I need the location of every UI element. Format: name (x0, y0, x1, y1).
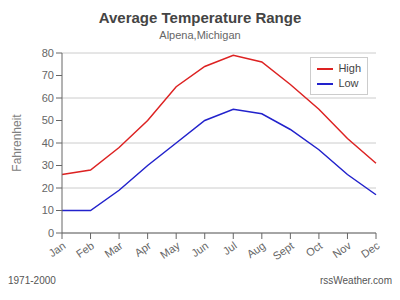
svg-text:50: 50 (42, 114, 54, 126)
svg-text:30: 30 (42, 159, 54, 171)
html-text:Average Temperature Range: Average Temperature Range (98, 9, 302, 26)
svg-text:Feb: Feb (74, 239, 96, 260)
html-text:Alpena,Michigan: Alpena,Michigan (159, 29, 241, 41)
svg-text:Apr: Apr (132, 239, 153, 259)
svg-text:60: 60 (42, 92, 54, 104)
svg-text:Oct: Oct (304, 239, 325, 259)
svg-text:Dec: Dec (359, 239, 382, 260)
svg-text:Nov: Nov (330, 239, 353, 260)
svg-text:10: 10 (42, 204, 54, 216)
svg-text:Jun: Jun (189, 239, 210, 259)
html-text:1971-2000: 1971-2000 (8, 275, 56, 286)
svg-text:80: 80 (42, 47, 54, 59)
svg-text:Fahrenheit: Fahrenheit (10, 114, 24, 172)
svg-text:20: 20 (42, 182, 54, 194)
svg-text:0: 0 (48, 227, 54, 239)
svg-text:40: 40 (42, 137, 54, 149)
svg-text:70: 70 (42, 69, 54, 81)
svg-text:Sept: Sept (271, 239, 296, 262)
svg-text:Jul: Jul (220, 239, 238, 257)
html-text:Low: Low (338, 77, 359, 89)
html-text:High: High (338, 62, 361, 74)
svg-text:Jan: Jan (46, 239, 67, 259)
svg-text:May: May (158, 239, 182, 261)
svg-text:Aug: Aug (245, 239, 268, 260)
html-text:rssWeather.com: rssWeather.com (319, 275, 392, 286)
svg-text:Mar: Mar (102, 239, 125, 260)
